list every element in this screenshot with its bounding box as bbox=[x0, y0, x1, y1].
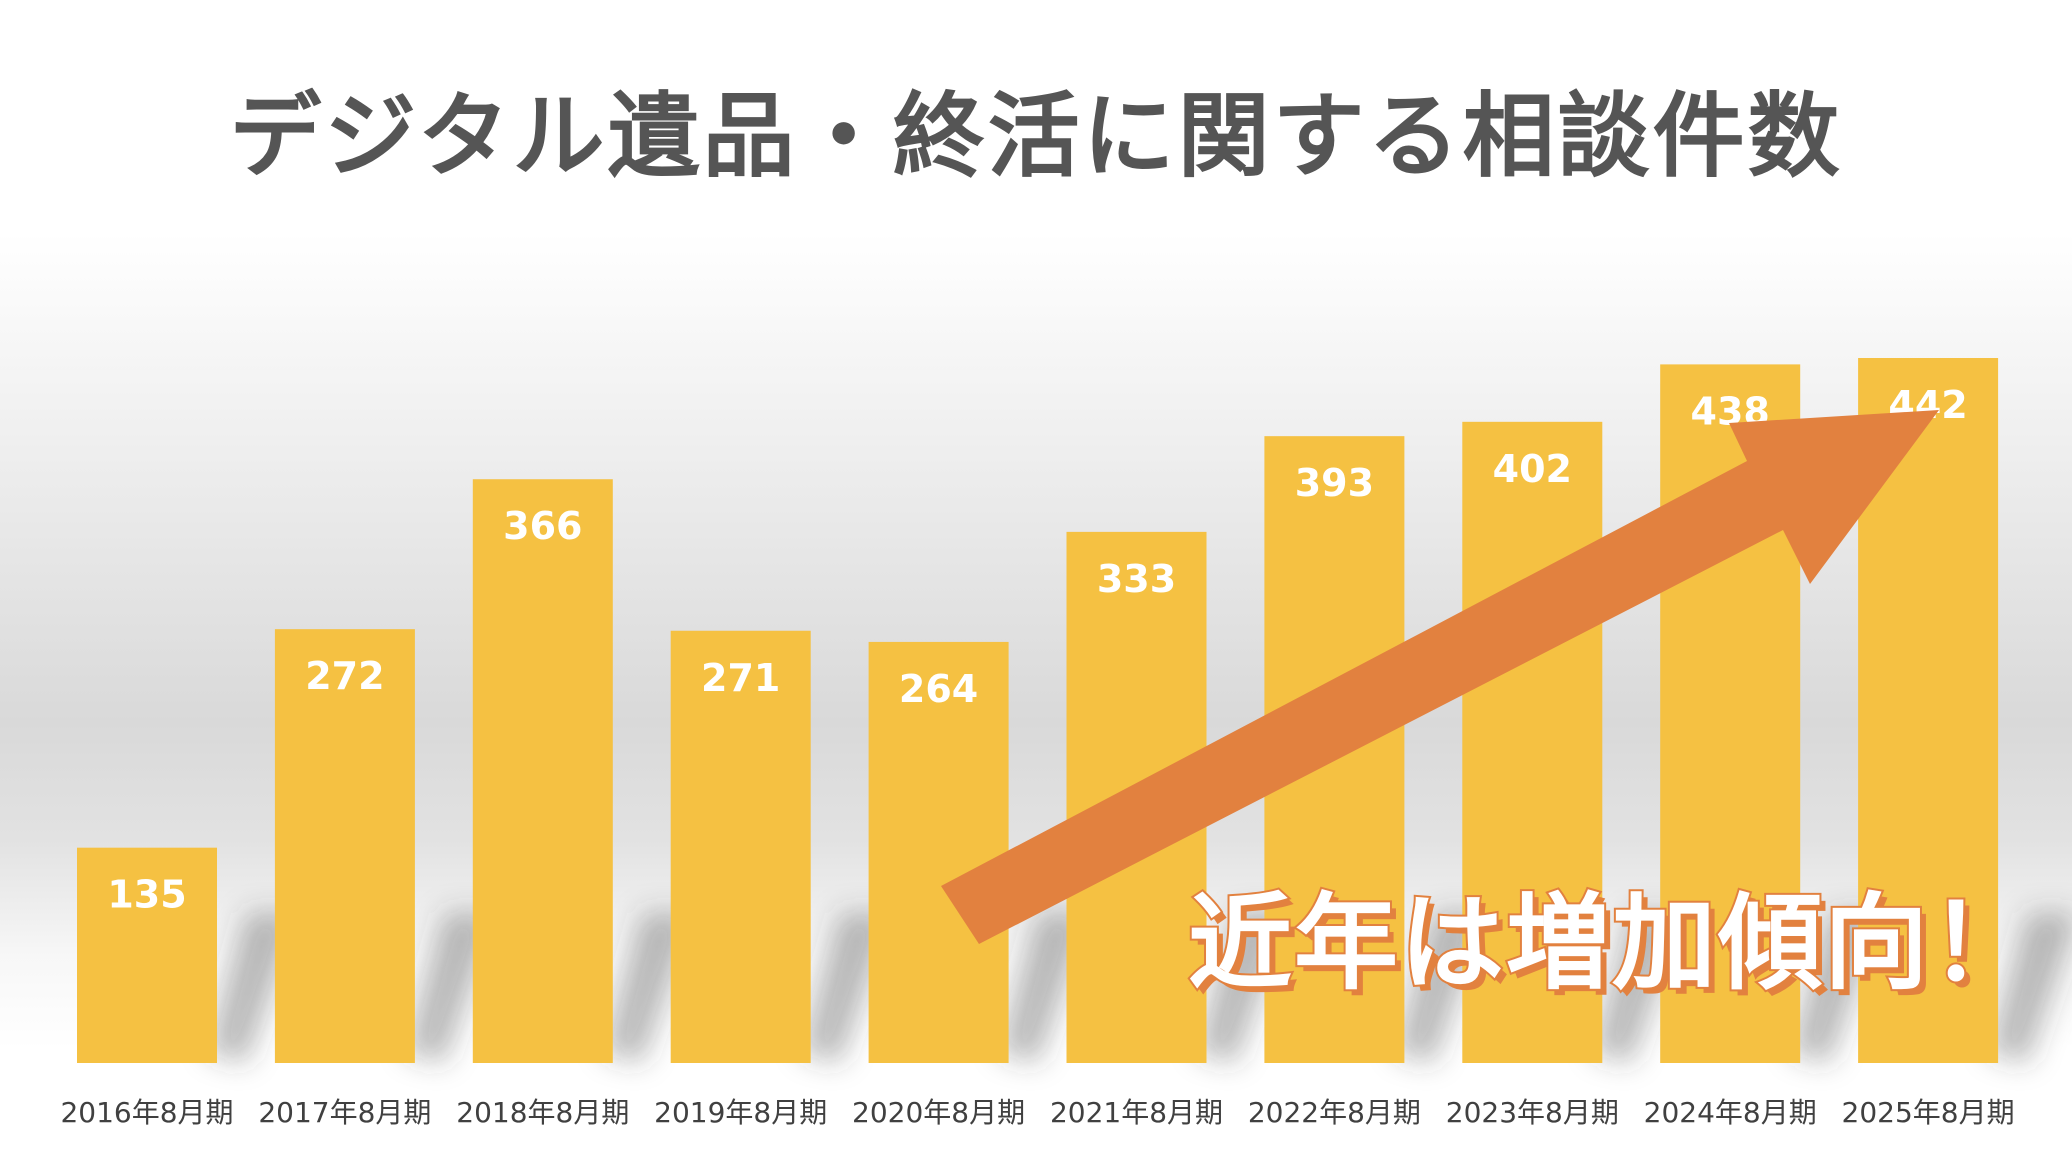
bar-2019年8月期 bbox=[670, 630, 811, 1063]
data-label: 333 bbox=[1097, 557, 1176, 601]
x-tick-label: 2025年8月期 bbox=[1842, 1096, 2015, 1129]
x-tick-label: 2018年8月期 bbox=[456, 1096, 629, 1129]
x-tick-label: 2019年8月期 bbox=[654, 1096, 827, 1129]
x-tick-label: 2022年8月期 bbox=[1248, 1096, 1421, 1129]
bar-shadow bbox=[602, 913, 693, 1063]
bar-2018年8月期 bbox=[472, 479, 613, 1064]
data-label: 271 bbox=[701, 656, 780, 700]
bar-2016年8月期 bbox=[77, 847, 217, 1063]
bar-shadow bbox=[1196, 913, 1287, 1063]
x-tick-label: 2023年8月期 bbox=[1446, 1096, 1619, 1129]
x-tick-label: 2017年8月期 bbox=[258, 1096, 431, 1129]
bar-2020年8月期 bbox=[868, 641, 1009, 1063]
x-tick-label: 2024年8月期 bbox=[1644, 1096, 1817, 1129]
x-axis-ticks: 2016年8月期 2017年8月期 2018年8月期 2019年8月期 2020年8月期… bbox=[60, 1096, 2014, 1129]
data-label: 393 bbox=[1295, 461, 1374, 505]
bar-shadow bbox=[1394, 913, 1485, 1063]
trend-arrow bbox=[941, 410, 1939, 944]
bar-2023年8月期 bbox=[1462, 421, 1603, 1063]
data-label: 366 bbox=[503, 504, 582, 548]
bar-2017年8月期 bbox=[274, 629, 415, 1063]
bar-shadow bbox=[207, 913, 297, 1063]
bar-shadow bbox=[1592, 913, 1683, 1063]
x-tick-label: 2016年8月期 bbox=[60, 1096, 233, 1129]
data-label: 402 bbox=[1493, 447, 1572, 491]
data-label: 272 bbox=[305, 654, 384, 698]
bar-shadow bbox=[998, 913, 1089, 1063]
bar-shadow bbox=[1790, 913, 1881, 1063]
x-tick-label: 2020年8月期 bbox=[852, 1096, 1025, 1129]
data-label: 264 bbox=[899, 667, 978, 711]
bar-shadows bbox=[207, 913, 2072, 1063]
x-tick-label: 2021年8月期 bbox=[1050, 1096, 1223, 1129]
bar-shadow bbox=[800, 913, 891, 1063]
chart-title: デジタル遺品・終活に関する相談件数 bbox=[229, 83, 1843, 190]
bar-shadow bbox=[404, 913, 495, 1063]
trend-callout: 近年は増加傾向！ bbox=[1186, 880, 2036, 1006]
bar-shadow bbox=[1988, 913, 2072, 1063]
data-label: 135 bbox=[107, 873, 186, 917]
